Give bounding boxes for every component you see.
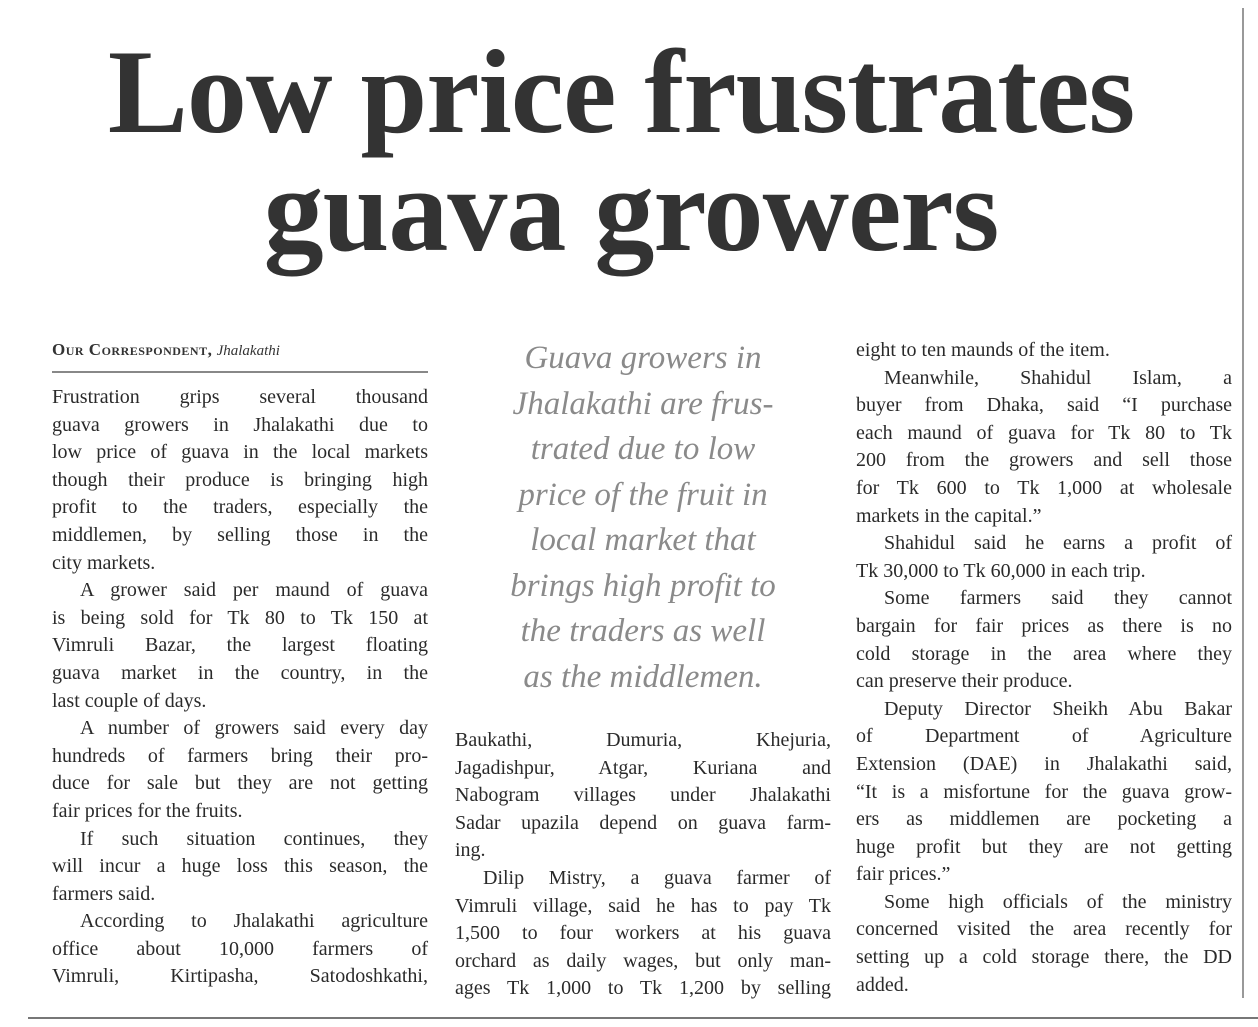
paragraph: Deputy Director Sheikh Abu Bakar of Depar…: [856, 696, 1232, 889]
text-line: Jagadishpur, Atgar, Kuriana and: [455, 756, 831, 779]
text-line: fair prices.”: [856, 863, 951, 886]
bottom-rule: [28, 1017, 1258, 1019]
text-line: Meanwhile, Shahidul Islam, a: [884, 366, 1232, 389]
text-line: Some farmers said they cannot: [884, 587, 1232, 610]
text-line: Nabogram villages under Jhalakathi: [455, 784, 831, 807]
headline-line-1: Low price frustrates: [107, 25, 1135, 158]
text-line: A number of growers said every day: [80, 717, 428, 740]
text-line: eight to ten maunds of the item.: [856, 339, 1110, 361]
text-line: setting up a cold storage there, the DD: [856, 946, 1232, 969]
paragraph: Frustration grips several thousand guava …: [52, 384, 428, 577]
text-line: Vimruli, Kirtipasha, Satodoshkathi,: [52, 965, 428, 988]
byline-place: Jhalakathi: [216, 343, 280, 359]
text-line: can preserve their produce.: [856, 670, 1073, 693]
text-line: city markets.: [52, 551, 156, 574]
paragraph: A grower said per maund of guava is being…: [52, 577, 428, 715]
paragraph: Meanwhile, Shahidul Islam, a buyer from D…: [856, 365, 1232, 531]
paragraph: eight to ten maunds of the item.: [856, 337, 1232, 365]
text-line: profit to the traders, especially the: [52, 496, 428, 519]
text-line: According to Jhalakathi agriculture: [80, 910, 428, 933]
text-line: low price of guava in the local markets: [52, 441, 428, 464]
byline-author: Our Correspondent,: [52, 340, 213, 359]
text-line: Sadar upazila depend on guava farm-: [455, 811, 831, 834]
text-line: ages Tk 1,000 to Tk 1,200 by selling: [455, 977, 831, 1000]
text-line: is being sold for Tk 80 to Tk 150 at: [52, 606, 428, 629]
text-line: each maund of guava for Tk 80 to Tk: [856, 421, 1232, 444]
text-line: guava market in the country, in the: [52, 661, 428, 684]
paragraph: Dilip Mistry, a guava farmer of Vimruli v…: [455, 865, 831, 1003]
text-line: though their produce is bringing high: [52, 468, 428, 491]
text-line: farmers said.: [52, 882, 156, 905]
pull-quote-line: brings high profit to: [510, 567, 776, 604]
text-line: orchard as daily wages, but only man-: [455, 949, 831, 972]
article-column-2: Baukathi, Dumuria, Khejuria, Jagadishpur,…: [455, 727, 831, 1003]
text-line: Extension (DAE) in Jhalakathi said,: [856, 752, 1232, 775]
pull-quote-line: the traders as well: [520, 613, 766, 649]
paragraph: If such situation continues, they will in…: [52, 826, 428, 909]
text-line: huge profit but they are not getting: [856, 835, 1232, 858]
text-line: buyer from Dhaka, said “I purchase: [856, 394, 1232, 417]
text-line: middlemen, by selling those in the: [52, 523, 428, 546]
text-line: Baukathi, Dumuria, Khejuria,: [455, 729, 831, 751]
pull-quote-line: trated due to low: [530, 431, 756, 467]
pull-quote-line: Jhalakathi are frus-: [512, 385, 774, 422]
text-line: Frustration grips several thousand: [52, 386, 428, 408]
paragraph: Some high officials of the ministry conce…: [856, 889, 1232, 999]
text-line: guava growers in Jhalakathi due to: [52, 413, 428, 436]
text-line: concerned visited the area recently for: [856, 918, 1232, 941]
text-line: ing.: [455, 839, 486, 862]
column-divider: [1242, 8, 1244, 998]
pull-quote-line: price of the fruit in: [518, 476, 768, 513]
pull-quote-line: local market that: [530, 522, 756, 558]
byline: Our Correspondent, Jhalakathi: [52, 340, 280, 360]
text-line: A grower said per maund of guava: [80, 579, 428, 602]
paragraph: Shahidul said he earns a profit of Tk 30,…: [856, 530, 1232, 585]
text-line: ers as middlemen are pocketing a: [856, 808, 1232, 831]
text-line: Shahidul said he earns a profit of: [884, 532, 1232, 555]
text-line: will incur a huge loss this season, the: [52, 855, 428, 878]
text-line: 200 from the growers and sell those: [856, 449, 1232, 472]
text-line: fair prices for the fruits.: [52, 799, 243, 822]
paragraph: According to Jhalakathi agriculture offic…: [52, 908, 428, 991]
text-line: duce for sale but they are not getting: [52, 772, 428, 795]
text-line: 1,500 to four workers at his guava: [455, 922, 831, 945]
text-line: Vimruli Bazar, the largest floating: [52, 634, 428, 657]
pull-quote-line: Guava growers in: [524, 340, 762, 376]
pull-quote-line: as the middlemen.: [523, 658, 763, 695]
text-line: of Department of Agriculture: [856, 725, 1232, 748]
paragraph: A number of growers said every day hundre…: [52, 715, 428, 825]
article-column-1: Frustration grips several thousand guava …: [52, 384, 428, 991]
text-line: If such situation continues, they: [80, 827, 428, 850]
text-line: last couple of days.: [52, 689, 207, 712]
text-line: added.: [856, 973, 909, 996]
paragraph: Some farmers said they cannot bargain for…: [856, 585, 1232, 695]
text-line: office about 10,000 farmers of: [52, 937, 428, 960]
article-column-3: eight to ten maunds of the item. Meanwhil…: [856, 337, 1232, 999]
text-line: Tk 30,000 to Tk 60,000 in each trip.: [856, 559, 1146, 582]
text-line: hundreds of farmers bring their pro-: [52, 744, 428, 767]
text-line: bargain for fair prices as there is no: [856, 614, 1232, 637]
text-line: Deputy Director Sheikh Abu Bakar: [884, 697, 1232, 720]
text-line: Vimruli village, said he has to pay Tk: [455, 894, 831, 917]
text-line: for Tk 600 to Tk 1,000 at wholesale: [856, 476, 1232, 499]
pull-quote: Guava growers in Jhalakathi are frus-trat…: [455, 336, 831, 700]
text-line: cold storage in the area where they: [856, 642, 1232, 665]
text-line: markets in the capital.”: [856, 504, 1042, 527]
headline-line-2: guava growers: [263, 143, 1000, 276]
text-line: Some high officials of the ministry: [884, 890, 1232, 913]
text-line: “It is a misfortune for the guava grow-: [856, 780, 1232, 803]
byline-rule: [52, 371, 428, 373]
paragraph: Baukathi, Dumuria, Khejuria, Jagadishpur,…: [455, 727, 831, 865]
text-line: Dilip Mistry, a guava farmer of: [483, 866, 831, 889]
